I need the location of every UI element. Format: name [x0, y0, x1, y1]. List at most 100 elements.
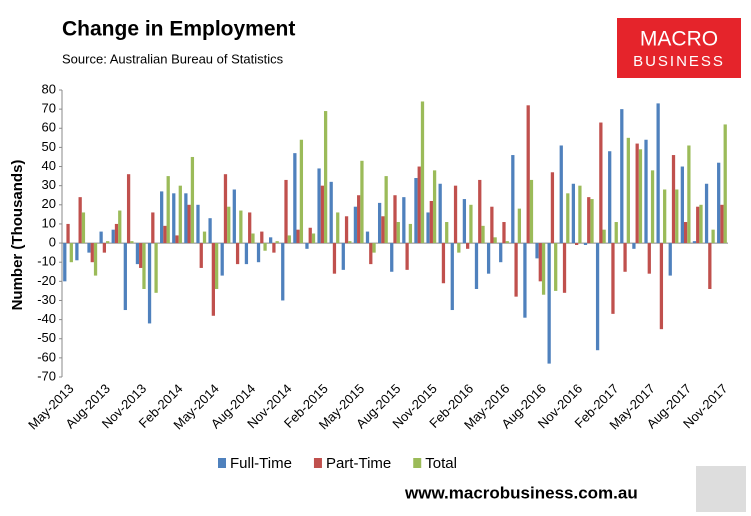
y-tick-label: 80: [42, 81, 56, 96]
bar: [711, 229, 715, 244]
bar: [172, 193, 176, 244]
bar: [704, 183, 709, 244]
bar: [235, 243, 240, 265]
bar: [163, 225, 167, 244]
bar: [357, 195, 361, 244]
bar: [320, 185, 324, 244]
bar: [260, 231, 264, 244]
bar: [683, 222, 688, 244]
bar: [502, 222, 506, 244]
bar: [717, 162, 721, 244]
footer: www.macrobusiness.com.au: [404, 483, 638, 502]
bar: [602, 229, 606, 244]
bar: [432, 170, 437, 244]
bar: [405, 243, 409, 270]
y-tick-label: 30: [42, 177, 56, 192]
wolf-logo: [696, 466, 746, 512]
bar: [644, 139, 648, 244]
bar: [384, 176, 388, 244]
bar: [529, 179, 534, 244]
bar: [87, 243, 91, 253]
bar: [599, 122, 603, 244]
bar: [668, 243, 672, 276]
bar: [281, 243, 285, 301]
bar: [571, 183, 576, 244]
bar: [332, 243, 337, 274]
bar: [287, 235, 291, 244]
bar: [675, 189, 679, 244]
bar: [466, 243, 470, 249]
bar: [611, 243, 615, 314]
bar: [311, 233, 316, 244]
logo-text: BUSINESS: [633, 53, 725, 70]
legend-swatch: [413, 458, 422, 468]
bar: [329, 181, 333, 244]
bar: [369, 243, 373, 265]
bar: [147, 243, 152, 324]
bar: [196, 204, 200, 244]
bar: [244, 243, 249, 265]
bar: [211, 243, 215, 316]
bar: [420, 101, 425, 244]
bar: [554, 243, 558, 291]
bar: [251, 233, 255, 244]
bar: [402, 197, 406, 244]
bar: [566, 193, 570, 244]
bar: [635, 143, 639, 244]
bar: [256, 243, 261, 263]
legend-label: Full-Time: [230, 455, 292, 472]
logo-text: MACRO: [640, 28, 718, 51]
bar: [166, 176, 170, 244]
y-tick-label: 70: [42, 101, 56, 116]
bar: [595, 243, 600, 351]
y-tick-label: -10: [37, 254, 56, 269]
bar: [199, 243, 203, 268]
bar: [160, 191, 164, 244]
bar: [377, 202, 382, 244]
bar: [135, 243, 140, 265]
bar: [275, 241, 279, 244]
bar: [272, 243, 276, 253]
bar: [263, 243, 267, 251]
bar: [687, 145, 691, 244]
bar: [445, 222, 449, 244]
y-tick-label: -70: [37, 368, 56, 383]
bar: [490, 206, 494, 244]
logo-box: [617, 18, 741, 78]
y-tick-label: 10: [42, 215, 56, 230]
bar: [453, 185, 458, 244]
y-tick-label: -20: [37, 273, 56, 288]
bar: [154, 243, 158, 293]
bar: [499, 243, 503, 263]
bar: [78, 197, 82, 244]
bar: [720, 204, 724, 244]
bar: [562, 243, 567, 293]
bar: [550, 172, 555, 244]
bar: [308, 227, 312, 244]
bar: [284, 179, 288, 244]
bar: [505, 241, 509, 244]
bar: [541, 243, 546, 295]
bar: [269, 237, 273, 244]
bar: [151, 212, 155, 244]
bar: [656, 103, 660, 244]
bar: [414, 178, 418, 244]
bar: [299, 139, 304, 244]
y-tick-label: -50: [37, 330, 56, 345]
bar: [123, 243, 127, 311]
bar: [578, 185, 582, 244]
bar: [587, 197, 591, 244]
bar: [63, 243, 67, 282]
bar: [390, 243, 394, 272]
bar: [696, 206, 700, 244]
bar: [139, 243, 143, 268]
bar: [396, 222, 400, 244]
bar: [614, 222, 618, 244]
bar: [353, 206, 358, 244]
bar: [659, 243, 664, 330]
bar: [692, 241, 697, 244]
bar: [514, 243, 518, 297]
legend-label: Total: [425, 455, 457, 472]
bar: [118, 210, 122, 244]
bar: [638, 149, 643, 244]
